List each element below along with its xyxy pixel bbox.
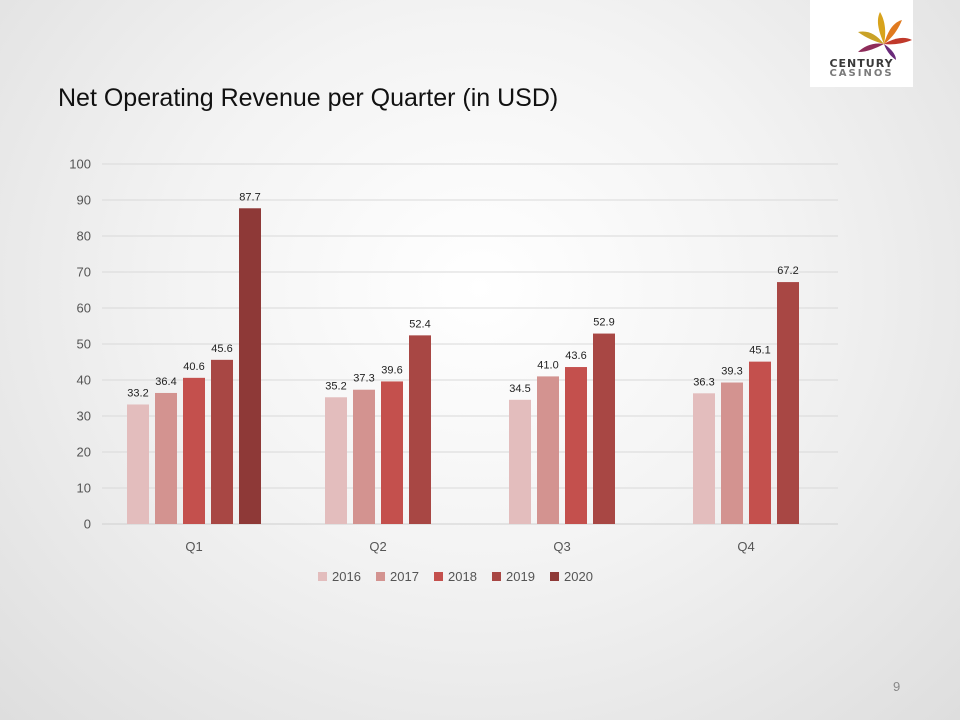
x-tick-label: Q4: [737, 539, 754, 554]
bar: [381, 381, 403, 524]
bar: [749, 361, 771, 524]
x-tick-label: Q3: [553, 539, 570, 554]
data-label: 39.6: [381, 364, 402, 376]
legend-label: 2020: [564, 569, 593, 584]
data-label: 37.3: [353, 373, 374, 385]
bar: [693, 393, 715, 524]
data-label: 35.2: [325, 380, 346, 392]
legend-swatch: [376, 572, 385, 581]
bar: [409, 335, 431, 524]
legend-swatch: [318, 572, 327, 581]
bar: [127, 404, 149, 524]
bar: [777, 282, 799, 524]
data-label: 52.9: [593, 317, 614, 329]
data-label: 41.0: [537, 359, 558, 371]
logo-text-casinos: CASINOS: [829, 68, 894, 79]
bar: [721, 382, 743, 524]
page-number: 9: [893, 679, 901, 694]
y-tick-label: 50: [77, 337, 91, 352]
data-label: 36.3: [693, 376, 714, 388]
y-tick-label: 40: [77, 373, 91, 388]
data-label: 36.4: [155, 376, 176, 388]
data-label: 52.4: [409, 318, 430, 330]
legend-label: 2017: [390, 569, 419, 584]
y-tick-label: 100: [69, 157, 91, 172]
data-label: 45.1: [749, 345, 770, 357]
data-label: 39.3: [721, 366, 742, 378]
y-tick-label: 10: [77, 481, 91, 496]
bar: [211, 359, 233, 524]
data-label: 45.6: [211, 343, 232, 355]
legend-swatch: [550, 572, 559, 581]
bar: [239, 208, 261, 524]
bar: [537, 376, 559, 524]
data-label: 87.7: [239, 191, 260, 203]
y-tick-label: 60: [77, 301, 91, 316]
bar: [593, 333, 615, 524]
data-label: 67.2: [777, 265, 798, 277]
bar: [565, 367, 587, 524]
y-tick-label: 20: [77, 445, 91, 460]
legend-label: 2018: [448, 569, 477, 584]
y-tick-label: 90: [77, 193, 91, 208]
x-tick-label: Q1: [185, 539, 202, 554]
y-tick-label: 30: [77, 409, 91, 424]
y-tick-label: 0: [84, 517, 91, 532]
slide-title: Net Operating Revenue per Quarter (in US…: [58, 84, 559, 112]
bar: [353, 389, 375, 524]
bar: [325, 397, 347, 524]
bar: [155, 392, 177, 524]
y-tick-label: 70: [77, 265, 91, 280]
legend-label: 2016: [332, 569, 361, 584]
data-label: 43.6: [565, 350, 586, 362]
legend-swatch: [434, 572, 443, 581]
logo-text-century: CENTURY: [829, 57, 894, 70]
century-casinos-logo: CENTURY CASINOS: [810, 0, 913, 87]
legend-swatch: [492, 572, 501, 581]
legend-label: 2019: [506, 569, 535, 584]
data-label: 34.5: [509, 383, 530, 395]
bar: [509, 399, 531, 524]
data-label: 40.6: [183, 361, 204, 373]
starburst-logo-icon: [858, 12, 912, 60]
y-tick-label: 80: [77, 229, 91, 244]
data-label: 33.2: [127, 387, 148, 399]
bar: [183, 377, 205, 524]
x-tick-label: Q2: [369, 539, 386, 554]
